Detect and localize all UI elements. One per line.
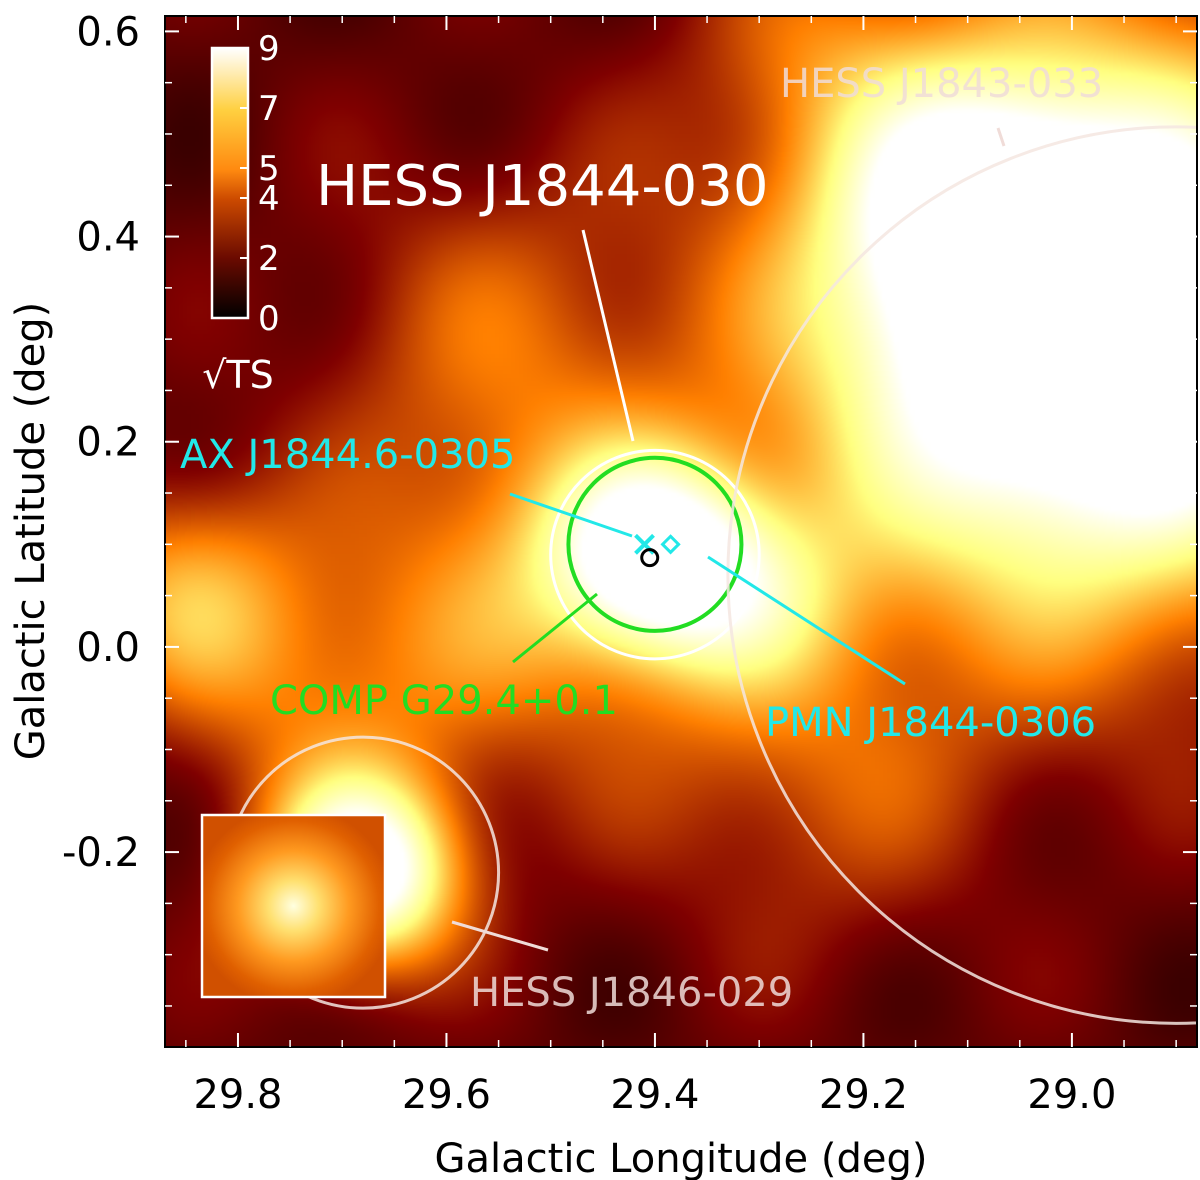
y-tick-label: 0.2 <box>76 420 140 466</box>
label-hess-j1846-029: HESS J1846-029 <box>470 970 793 1016</box>
overlay-layer <box>226 125 1197 1025</box>
leader-hess-j1846 <box>451 920 549 952</box>
source-circle-comp-g29-4-0-1 <box>566 455 744 633</box>
leader-hess-j1843 <box>996 127 1006 147</box>
label-ax-j1844-6-0305: AX J1844.6-0305 <box>180 432 515 478</box>
y-axis-label: Galactic Latitude (deg) <box>8 302 54 761</box>
colorbar-tick-label: 2 <box>258 239 280 279</box>
y-tick-label: -0.2 <box>62 830 140 876</box>
x-tick-label: 29.2 <box>819 1072 908 1118</box>
marker-best-fit-position <box>640 548 660 568</box>
y-tick-label: 0.4 <box>76 215 140 261</box>
annotation-leaders <box>451 127 1006 952</box>
label-hess-j1843-033: HESS J1843-033 <box>780 61 1103 107</box>
psf-inset <box>200 813 387 999</box>
colorbar-tick-label: 7 <box>258 89 280 129</box>
colorbar-tick-label: 4 <box>258 179 280 219</box>
colorbar: 0 2 45 7 9 √TS <box>202 29 279 397</box>
x-axis-label: Galactic Longitude (deg) <box>435 1136 928 1180</box>
colorbar-label: √TS <box>202 353 274 397</box>
source-circle-hess-j1843-033 <box>726 125 1197 1025</box>
x-tick-label: 29.8 <box>193 1072 282 1118</box>
leader-comp-g29 <box>512 592 598 664</box>
label-pmn-j1844-0306: PMN J1844-0306 <box>765 700 1096 746</box>
leader-ax-j1844 <box>509 492 633 538</box>
x-tick-label: 29.4 <box>610 1072 699 1118</box>
y-tick-label: 0.6 <box>76 9 140 55</box>
marker-pmn-j1844-0306 <box>660 534 681 555</box>
label-comp-g29-4-0-1: COMP G29.4+0.1 <box>270 678 618 724</box>
colorbar-tick-label: 9 <box>258 29 280 69</box>
tick-labels: 29.8 29.6 29.4 29.2 29.0 -0.2 0.0 0.2 0.4 0.6 <box>62 9 1116 1118</box>
colorbar-scale <box>210 46 250 320</box>
colorbar-tick-label: 0 <box>258 299 280 339</box>
x-tick-label: 29.0 <box>1027 1072 1116 1118</box>
leader-hess-j1844 <box>581 229 635 442</box>
y-tick-label: 0.0 <box>76 625 140 671</box>
colorbar-tick-label: 5 <box>258 149 280 189</box>
source-circle-hess-j1844-030 <box>549 448 761 661</box>
label-hess-j1844-030: HESS J1844-030 <box>316 154 769 219</box>
x-tick-label: 29.6 <box>402 1072 491 1118</box>
axis-ticks <box>165 16 1197 1047</box>
plot-frame <box>164 15 1198 1048</box>
leader-pmn-j1844 <box>707 555 906 686</box>
